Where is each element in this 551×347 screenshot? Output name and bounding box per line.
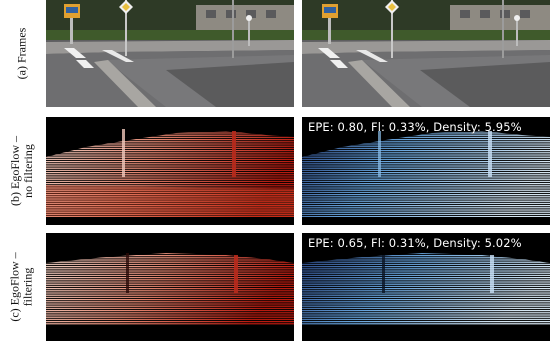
flow-map-cool-filtering: EPE: 0.65, Fl: 0.31%, Density: 5.02% (302, 233, 550, 341)
flow-map-warm-filtering (46, 233, 294, 341)
metrics-caption-no-filtering: EPE: 0.80, Fl: 0.33%, Density: 5.95% (308, 120, 522, 134)
row-label-frames-line-1: (a) Frames (14, 27, 29, 80)
flow-map-cool-no-filtering: EPE: 0.80, Fl: 0.33%, Density: 5.95% (302, 117, 550, 225)
row-label-filtering-line-2: filtering (21, 267, 36, 307)
row-label-filtering: (c) EgoFlow – filtering (0, 233, 44, 341)
metrics-caption-filtering: EPE: 0.65, Fl: 0.31%, Density: 5.02% (308, 236, 522, 250)
row-label-frames: (a) Frames (0, 0, 44, 107)
frame-image-right (302, 0, 550, 107)
flow-map-warm-no-filtering (46, 117, 294, 225)
row-label-no-filtering-line-2: no filtering (21, 144, 35, 198)
row-label-no-filtering: (b) EgoFlow – no filtering (0, 117, 44, 225)
frame-image-left (46, 0, 294, 107)
